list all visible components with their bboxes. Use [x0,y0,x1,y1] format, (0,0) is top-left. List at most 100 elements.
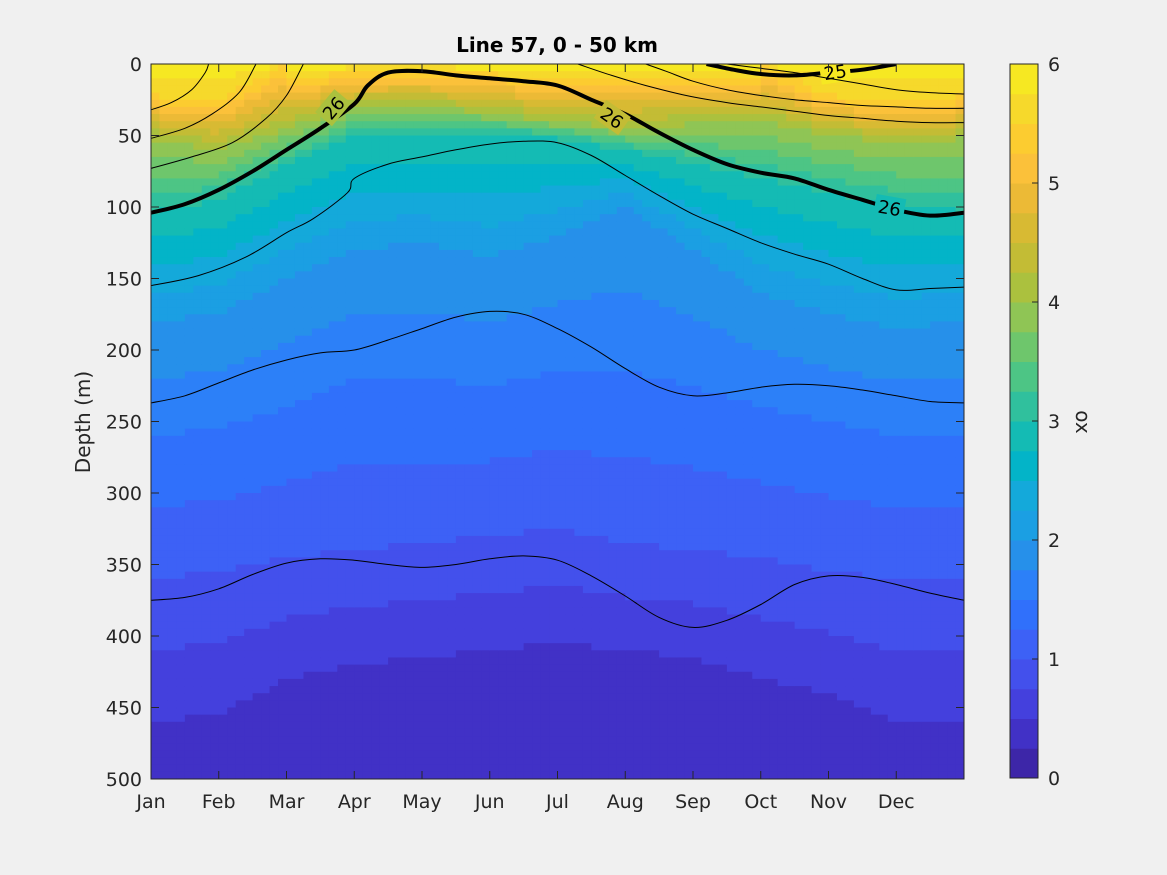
field-cell [438,321,449,330]
field-cell [472,392,482,401]
field-cell [540,435,550,444]
field-cell [328,135,338,144]
field-cell [345,628,355,637]
field-cell [481,707,491,716]
field-cell [413,400,423,408]
field-cell [447,657,457,666]
field-cell [388,457,398,465]
field-cell [278,114,288,122]
field-cell [311,764,321,773]
field-cell [278,600,288,608]
field-cell [311,142,321,151]
field-cell [549,671,559,680]
field-cell [430,235,440,244]
field-cell [337,400,347,408]
field-cell [532,292,542,301]
field-cell [244,92,254,101]
field-cell [184,350,194,358]
field-cell [311,478,321,487]
field-cell [464,636,474,644]
field-cell [472,471,482,480]
field-cell [549,392,559,401]
field-cell [422,221,432,230]
field-cell [311,750,321,759]
field-cell [371,299,381,308]
field-cell [159,535,169,544]
field-cell [193,192,203,201]
field-cell [455,128,465,137]
field-cell [244,342,254,351]
field-cell [447,564,457,573]
field-cell [430,199,440,208]
field-cell [337,700,347,709]
field-cell [184,543,194,551]
field-cell [498,621,508,630]
field-cell [464,621,474,630]
field-cell [286,643,296,651]
field-cell [159,528,169,537]
field-cell [362,771,372,779]
field-cell [337,686,347,694]
field-cell [464,285,474,294]
field-cell [303,678,313,687]
field-cell [278,721,288,730]
field-cell [379,564,389,573]
field-cell [167,764,178,773]
field-cell [464,207,474,215]
field-cell [447,385,457,394]
field-cell [244,135,254,144]
field-cell [311,450,321,458]
field-cell [464,221,474,230]
field-cell [506,728,516,737]
field-cell [261,678,271,687]
field-cell [506,614,516,623]
field-cell [269,693,279,701]
field-cell [430,164,440,172]
field-cell [523,428,533,437]
field-cell [201,249,211,258]
field-cell [540,278,550,287]
field-cell [430,478,440,487]
field-cell [481,471,491,480]
field-cell [523,385,533,394]
field-cell [252,357,262,365]
field-cell [489,543,499,551]
field-cell [261,357,271,365]
field-cell [540,750,550,759]
field-cell [506,228,516,237]
field-cell [396,199,406,208]
field-cell [345,421,355,430]
field-cell [227,514,237,523]
field-cell [167,471,178,480]
field-cell [252,192,262,201]
field-cell [193,128,203,137]
field-cell [167,478,178,487]
field-cell [278,78,288,87]
field-cell [218,707,228,716]
field-cell [278,707,288,716]
field-cell [252,135,262,144]
field-cell [303,707,313,716]
field-cell [294,164,305,172]
field-cell [252,299,262,308]
field-cell [167,78,178,87]
field-cell [269,478,279,487]
field-cell [565,543,576,551]
field-cell [167,464,178,473]
field-cell [320,607,330,616]
field-cell [532,85,542,94]
field-cell [515,671,525,680]
field-cell [464,485,474,494]
field-cell [455,106,465,115]
field-cell [294,550,305,558]
field-cell [481,385,491,394]
field-cell [413,407,423,415]
field-cell [167,757,178,766]
field-cell [422,164,432,172]
field-cell [328,664,338,673]
field-cell [176,607,186,616]
field-cell [210,678,220,687]
field-cell [371,78,381,87]
field-cell [193,557,203,566]
field-cell [227,328,237,337]
